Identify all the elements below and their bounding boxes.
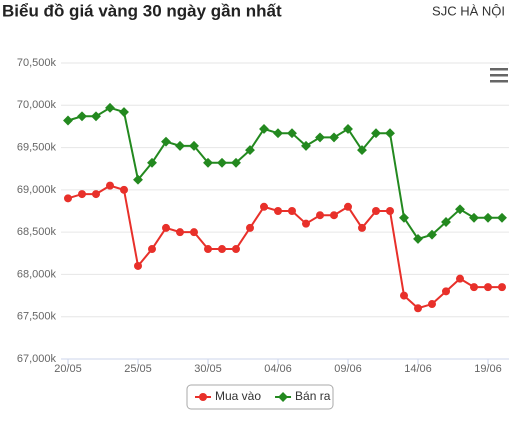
x-tick-label: 14/06	[404, 363, 432, 375]
point	[441, 217, 451, 227]
point	[260, 202, 268, 211]
point	[329, 132, 339, 143]
point	[232, 245, 240, 254]
y-tick-label: 70,000k	[17, 99, 57, 111]
point	[147, 157, 157, 168]
series-line	[67, 184, 502, 310]
point	[315, 132, 325, 143]
point	[483, 212, 493, 223]
point	[175, 140, 185, 151]
point	[190, 228, 198, 237]
legend-item[interactable]: Bán ra	[275, 389, 331, 403]
legend-item[interactable]: Mua vào	[195, 389, 261, 403]
point	[442, 287, 450, 296]
point	[176, 228, 184, 237]
point	[413, 233, 423, 244]
point	[414, 304, 422, 313]
point	[63, 115, 73, 126]
chart-title: Biểu đồ giá vàng 30 ngày gần nhất	[2, 1, 282, 20]
point	[456, 274, 464, 283]
point	[105, 102, 115, 113]
point	[287, 128, 297, 139]
point	[316, 211, 324, 220]
x-tick-label: 20/05	[54, 363, 82, 375]
x-tick-label: 04/06	[264, 363, 292, 375]
point	[358, 223, 366, 232]
legend-box	[186, 384, 334, 410]
menu-bar	[490, 74, 508, 77]
menu-bar	[490, 68, 508, 71]
point	[469, 212, 479, 223]
menu-bar	[490, 80, 508, 83]
point	[106, 181, 114, 190]
point	[148, 245, 156, 254]
point	[428, 300, 436, 309]
y-tick-label: 68,500k	[17, 226, 57, 238]
point	[162, 223, 170, 232]
chart-subtitle: SJC HÀ NỘI	[432, 3, 505, 18]
series-line	[67, 106, 502, 241]
point	[344, 202, 352, 211]
point	[385, 128, 395, 139]
point	[427, 229, 437, 240]
point	[231, 157, 241, 168]
point	[91, 111, 101, 122]
point	[64, 194, 72, 203]
point	[245, 145, 255, 156]
y-tick-label: 70,500k	[17, 57, 57, 69]
x-tick-label: 19/06	[474, 363, 502, 375]
point	[470, 283, 478, 292]
point	[274, 207, 282, 215]
point	[218, 245, 226, 254]
point	[120, 185, 128, 194]
legend-symbol	[278, 392, 288, 402]
point	[134, 261, 142, 270]
legend-label: Mua vào	[215, 389, 261, 403]
point	[302, 219, 310, 228]
point	[357, 145, 367, 156]
y-tick-label: 67,000k	[17, 353, 57, 365]
point	[246, 223, 254, 232]
point	[498, 283, 506, 292]
point	[119, 107, 129, 118]
y-tick-label: 69,500k	[17, 141, 57, 153]
legend-symbol	[199, 393, 207, 401]
point	[288, 207, 296, 215]
point	[372, 207, 380, 215]
x-tick-label: 30/05	[194, 363, 222, 375]
point	[386, 207, 394, 215]
x-tick-label: 09/06	[334, 363, 362, 375]
point	[161, 136, 171, 147]
point	[92, 190, 100, 199]
y-tick-label: 67,500k	[17, 311, 57, 323]
x-tick-label: 25/05	[124, 363, 152, 375]
point	[203, 157, 213, 168]
y-tick-label: 68,000k	[17, 268, 57, 280]
point	[204, 245, 212, 254]
point	[330, 211, 338, 220]
y-tick-label: 69,000k	[17, 184, 57, 196]
point	[400, 291, 408, 300]
legend-label: Bán ra	[295, 389, 331, 403]
point	[484, 283, 492, 292]
point	[455, 204, 465, 215]
point	[371, 128, 381, 139]
menu-icon[interactable]	[490, 68, 508, 83]
point	[77, 111, 87, 122]
point	[189, 140, 199, 151]
point	[78, 190, 86, 199]
point	[301, 140, 311, 151]
point	[133, 174, 143, 185]
point	[217, 157, 227, 168]
point	[399, 212, 409, 223]
point	[273, 128, 283, 139]
point	[497, 212, 507, 223]
